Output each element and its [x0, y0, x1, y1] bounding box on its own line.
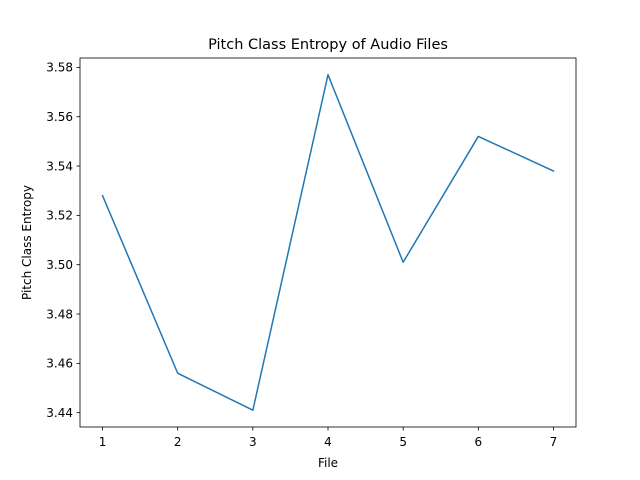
y-axis-label: Pitch Class Entropy [20, 185, 34, 300]
x-tick-label: 7 [550, 435, 558, 449]
y-tick-label: 3.56 [46, 110, 73, 124]
x-tick-label: 3 [249, 435, 257, 449]
y-tick-label: 3.50 [46, 258, 73, 272]
y-tick-label: 3.46 [46, 357, 73, 371]
x-axis-label: File [318, 456, 338, 470]
y-tick-label: 3.52 [46, 209, 73, 223]
series-line-1 [101, 74, 555, 411]
x-tick-label: 2 [174, 435, 182, 449]
y-tick-label: 3.48 [46, 307, 73, 321]
plot-background [80, 58, 576, 427]
x-tick-label: 6 [474, 435, 482, 449]
y-tick-label: 3.58 [46, 61, 73, 75]
x-tick-label: 5 [399, 435, 407, 449]
x-tick-label: 1 [99, 435, 107, 449]
x-tick-label: 4 [324, 435, 332, 449]
chart-title: Pitch Class Entropy of Audio Files [208, 37, 448, 53]
y-tick-label: 3.54 [46, 159, 73, 173]
y-tick-label: 3.44 [46, 406, 73, 420]
plot-area [80, 58, 576, 427]
